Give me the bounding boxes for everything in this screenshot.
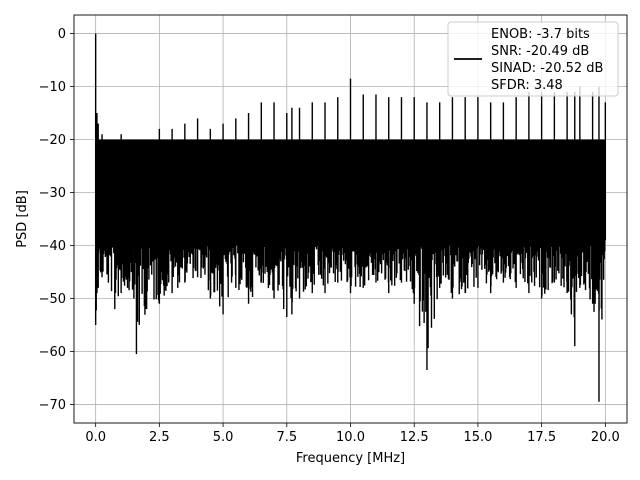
legend-box [447,21,619,97]
y-tick-label: −70 [39,398,66,413]
x-tick-label: 10.0 [336,430,365,445]
y-axis-ticks: 0 −10 −20 −30 −40 −50 −60 −70 [39,27,74,413]
psd-spikes [94,33,607,402]
x-axis-ticks: 0.0 2.5 5.0 7.5 10.0 12.5 15.0 17.5 20.0 [85,423,620,445]
y-tick-label: 0 [58,27,66,42]
y-tick-label: −50 [39,292,66,307]
y-axis-label: PSD [dB] [15,190,30,248]
x-tick-label: 5.0 [213,430,234,445]
legend-label: ENOB: -3.7 bits SNR: -20.49 dB SINAD: -20.… [491,27,603,93]
y-tick-label: −10 [39,80,66,95]
y-tick-label: −30 [39,186,66,201]
y-tick-label: −60 [39,345,66,360]
y-tick-label: −40 [39,239,66,254]
y-tick-label: −20 [39,133,66,148]
x-tick-label: 20.0 [591,430,620,445]
legend: ENOB: -3.7 bits SNR: -20.49 dB SINAD: -20.… [447,21,619,97]
x-axis-label: Frequency [MHz] [296,451,405,466]
x-tick-label: 12.5 [400,430,429,445]
x-tick-label: 15.0 [463,430,492,445]
plot-area [94,33,607,402]
x-tick-label: 17.5 [527,430,556,445]
x-tick-label: 0.0 [85,430,106,445]
x-tick-label: 2.5 [149,430,170,445]
x-tick-label: 7.5 [276,430,297,445]
